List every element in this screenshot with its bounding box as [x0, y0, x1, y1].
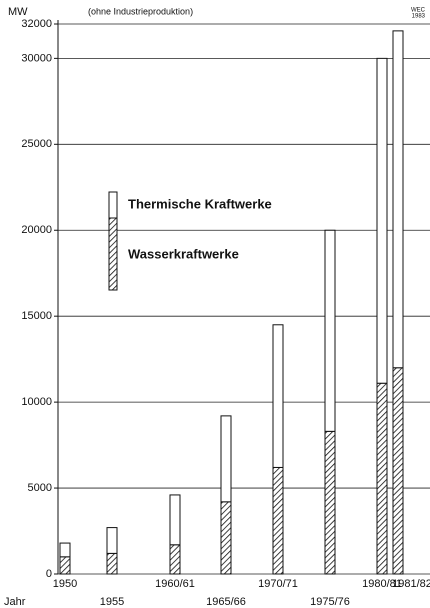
- legend-swatch: [108, 191, 118, 219]
- legend-swatch: [108, 217, 118, 291]
- y-tick-label: 25000: [21, 138, 52, 150]
- x-tick-label: 1980/81: [362, 578, 402, 590]
- y-axis-label: MW: [8, 6, 28, 18]
- y-tick-label: 15000: [21, 310, 52, 322]
- x-tick-label: 1975/76: [310, 596, 350, 608]
- bar-segment: [392, 30, 404, 369]
- subtitle: (ohne Industrieproduktion): [88, 6, 193, 16]
- y-tick-label: 30000: [21, 52, 52, 64]
- bar-segment: [324, 229, 336, 432]
- bar-segment: [106, 552, 118, 575]
- bar-segment: [106, 527, 118, 554]
- bar-segment: [376, 57, 388, 384]
- bar-segment: [272, 324, 284, 468]
- y-tick-label: 0: [46, 568, 52, 580]
- x-axis-label: Jahr: [4, 596, 26, 608]
- legend-label: Thermische Kraftwerke: [128, 196, 272, 211]
- x-tick-label: 1955: [100, 596, 124, 608]
- bar-segment: [59, 556, 71, 575]
- bar-segment: [169, 544, 181, 575]
- x-tick-label: 1960/61: [155, 578, 195, 590]
- x-tick-label: 1965/66: [206, 596, 246, 608]
- bar-segment: [59, 542, 71, 558]
- source: 1983: [412, 14, 426, 20]
- source: WEC: [411, 8, 426, 14]
- y-tick-label: 10000: [21, 396, 52, 408]
- y-tick-label: 5000: [28, 482, 52, 494]
- legend-label: Wasserkraftwerke: [128, 246, 239, 261]
- bar-segment: [324, 430, 336, 575]
- bar-segment: [376, 382, 388, 575]
- bar-segment: [392, 367, 404, 575]
- bar-segment: [169, 494, 181, 546]
- y-tick-label: 20000: [21, 224, 52, 236]
- x-tick-label: 1970/71: [258, 578, 298, 590]
- x-tick-label: 1981/82: [392, 578, 430, 590]
- bar-segment: [220, 501, 232, 575]
- bar-segment: [220, 415, 232, 503]
- x-tick-label: 1950: [53, 578, 77, 590]
- bar-segment: [272, 466, 284, 575]
- y-tick-label: 32000: [21, 18, 52, 30]
